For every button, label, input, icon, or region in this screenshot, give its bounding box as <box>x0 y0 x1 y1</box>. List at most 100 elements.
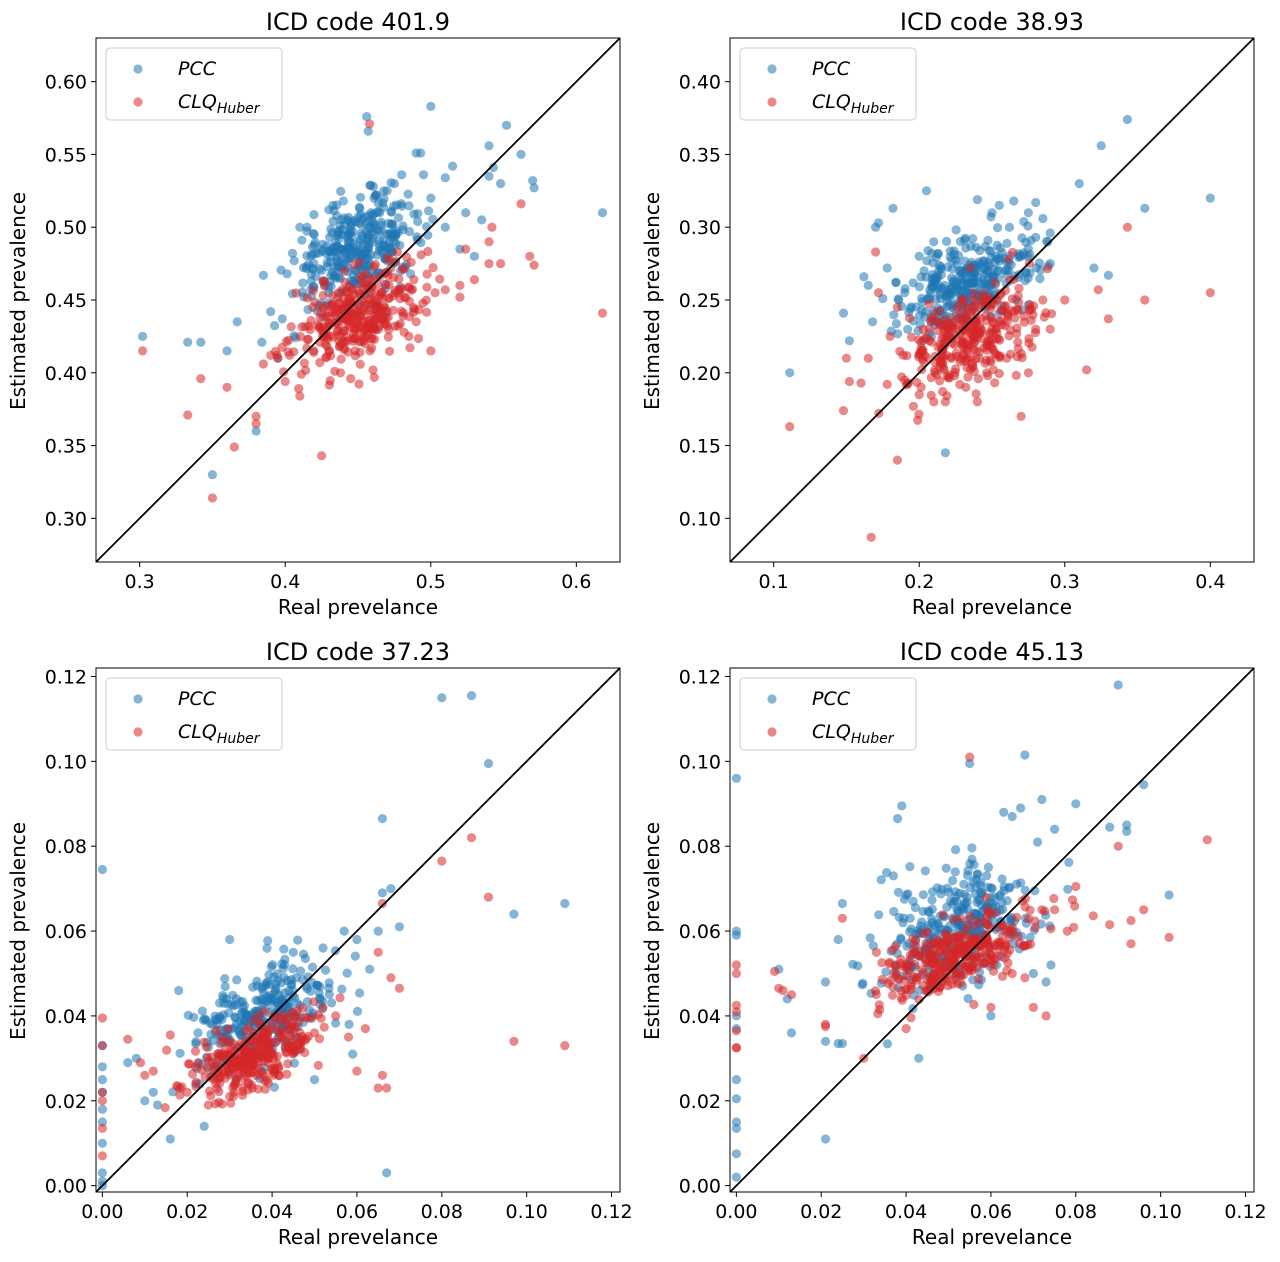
clq-huber-point <box>377 1070 387 1080</box>
clq-huber-point <box>844 376 855 387</box>
clq-huber-point <box>455 292 465 302</box>
pcc-point <box>994 256 1004 266</box>
clq-huber-point <box>1038 295 1048 305</box>
pcc-point <box>942 236 952 246</box>
pcc-point <box>297 235 307 245</box>
x-tick-label: 0.10 <box>505 1201 547 1223</box>
pcc-point <box>148 1087 158 1097</box>
pcc-point <box>1007 811 1017 822</box>
pcc-point <box>905 913 915 923</box>
pcc-point <box>262 996 272 1006</box>
pcc-point <box>379 241 390 252</box>
pcc-point <box>397 170 407 180</box>
clq-huber-point <box>484 237 494 247</box>
pcc-point <box>975 246 985 256</box>
pcc-point <box>231 994 242 1004</box>
pcc-point <box>889 906 899 917</box>
pcc-point <box>873 218 884 228</box>
clq-huber-point <box>885 331 895 341</box>
pcc-point <box>932 883 942 893</box>
legend-pcc-marker <box>767 64 777 74</box>
clq-huber-point <box>972 963 982 973</box>
pcc-point <box>914 282 925 292</box>
pcc-point <box>1028 968 1038 979</box>
pcc-point <box>252 981 262 991</box>
pcc-point <box>986 1011 996 1021</box>
pcc-point <box>165 1134 175 1144</box>
pcc-point <box>418 170 429 180</box>
pcc-point <box>933 249 944 259</box>
clq-huber-point <box>283 335 294 345</box>
pcc-point <box>347 231 357 241</box>
pcc-point <box>330 946 340 956</box>
pcc-point <box>1041 977 1051 987</box>
clq-huber-point <box>1202 835 1212 845</box>
clq-huber-point <box>972 397 983 407</box>
clq-huber-point <box>362 327 372 337</box>
clq-huber-point <box>994 369 1004 379</box>
pcc-point <box>966 241 976 251</box>
clq-huber-point <box>369 372 379 382</box>
pcc-point <box>326 281 336 291</box>
y-tick-label: 0.25 <box>679 290 721 312</box>
clq-huber-point <box>951 348 961 358</box>
clq-huber-point <box>509 1036 519 1046</box>
clq-huber-point <box>302 343 312 353</box>
pcc-point <box>1071 799 1081 809</box>
clq-huber-point <box>408 307 419 317</box>
pcc-point <box>859 272 869 282</box>
pcc-point <box>1105 822 1115 832</box>
pcc-point <box>330 242 340 252</box>
x-tick-label: 0.12 <box>1224 1201 1266 1223</box>
pcc-point <box>258 270 268 280</box>
clq-huber-point <box>971 953 981 963</box>
pcc-point <box>354 202 365 212</box>
pcc-point <box>987 208 997 218</box>
pcc-point <box>1050 824 1060 834</box>
pcc-point <box>211 1015 221 1025</box>
pcc-point <box>277 959 287 969</box>
clq-huber-point <box>422 307 432 317</box>
clq-huber-point <box>268 1050 278 1060</box>
clq-huber-point <box>352 1066 362 1076</box>
pcc-point <box>925 285 935 295</box>
pcc-point <box>1074 179 1084 189</box>
clq-huber-point <box>266 350 276 360</box>
clq-huber-point <box>140 1070 150 1080</box>
pcc-point <box>933 285 944 295</box>
pcc-point <box>838 308 849 318</box>
clq-huber-point <box>525 251 535 261</box>
clq-huber-point <box>280 376 290 387</box>
pcc-point <box>413 216 423 227</box>
pcc-point <box>322 261 332 272</box>
clq-huber-point <box>991 333 1002 344</box>
clq-huber-point <box>309 346 319 356</box>
clq-huber-point <box>929 397 939 407</box>
pcc-point <box>469 251 479 261</box>
clq-huber-point <box>1070 901 1080 911</box>
clq-huber-point <box>376 287 387 298</box>
clq-huber-point <box>1045 324 1055 334</box>
pcc-point <box>509 909 519 919</box>
pcc-point <box>302 222 312 232</box>
clq-huber-point <box>271 1037 281 1047</box>
clq-huber-point <box>997 931 1008 941</box>
clq-huber-point <box>309 1028 320 1038</box>
clq-huber-point <box>280 1042 290 1052</box>
clq-huber-point <box>933 326 943 336</box>
pcc-point <box>731 1075 742 1085</box>
clq-huber-point <box>97 1013 107 1023</box>
pcc-point <box>731 1117 742 1127</box>
clq-huber-point <box>957 316 967 326</box>
y-tick-label: 0.06 <box>679 921 721 943</box>
clq-huber-point <box>994 940 1004 950</box>
clq-huber-point <box>97 1123 107 1133</box>
pcc-point <box>993 223 1003 233</box>
pcc-point <box>345 245 355 255</box>
clq-huber-point <box>244 1078 254 1088</box>
pcc-point <box>984 245 994 256</box>
clq-huber-point <box>1020 973 1030 983</box>
clq-huber-point <box>1003 958 1013 968</box>
pcc-point <box>911 302 921 312</box>
